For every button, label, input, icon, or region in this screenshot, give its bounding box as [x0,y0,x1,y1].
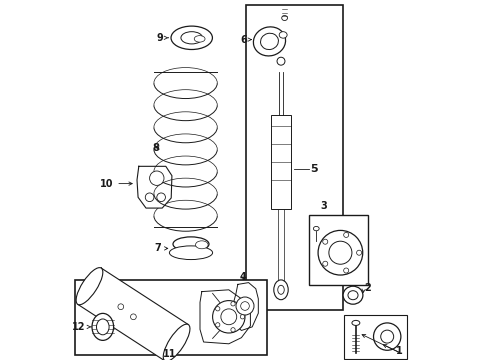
Ellipse shape [76,267,103,305]
Polygon shape [137,166,172,208]
Bar [309,215,368,285]
Ellipse shape [163,324,190,360]
Ellipse shape [343,286,363,304]
Circle shape [318,230,363,275]
Ellipse shape [173,237,209,251]
Ellipse shape [97,319,109,335]
Circle shape [343,233,349,238]
Ellipse shape [196,241,208,249]
Text: 4: 4 [240,272,246,282]
Ellipse shape [282,15,288,21]
Circle shape [118,304,123,310]
Text: 11: 11 [163,349,176,359]
Bar [344,315,407,359]
Circle shape [216,307,220,311]
Text: 7: 7 [155,243,162,253]
Text: 5: 5 [310,164,318,174]
Circle shape [145,193,154,202]
Text: 9: 9 [156,33,163,43]
Bar [246,5,343,310]
Ellipse shape [277,57,285,65]
Circle shape [323,239,328,244]
Ellipse shape [278,285,284,294]
Text: 10: 10 [100,179,114,189]
Text: 6: 6 [240,35,247,45]
Circle shape [216,323,220,327]
Ellipse shape [92,313,114,341]
Circle shape [157,193,166,202]
Circle shape [240,315,245,319]
Text: 8: 8 [152,143,159,153]
Polygon shape [78,268,188,360]
Circle shape [373,323,401,350]
Circle shape [130,314,136,320]
Ellipse shape [274,280,288,300]
Ellipse shape [194,36,205,42]
Ellipse shape [352,320,360,325]
Polygon shape [200,290,250,344]
Circle shape [231,302,235,306]
Bar [75,280,268,355]
Circle shape [236,297,254,315]
Ellipse shape [261,33,278,50]
Ellipse shape [170,246,213,260]
Circle shape [213,301,245,333]
Text: 12: 12 [73,322,86,332]
Circle shape [241,302,249,310]
Circle shape [323,261,328,266]
Circle shape [343,268,349,273]
Polygon shape [232,283,258,330]
Ellipse shape [279,32,287,38]
Circle shape [149,171,164,185]
Circle shape [231,328,235,332]
Text: 3: 3 [321,201,328,211]
Circle shape [357,250,362,255]
Circle shape [381,330,393,343]
Ellipse shape [171,26,213,50]
Text: 1: 1 [396,346,403,356]
Ellipse shape [253,27,286,56]
Ellipse shape [181,32,202,44]
Ellipse shape [314,226,319,231]
Bar [271,115,291,209]
Ellipse shape [348,291,358,300]
Text: 2: 2 [364,283,370,293]
Circle shape [221,309,237,325]
Circle shape [329,241,352,264]
